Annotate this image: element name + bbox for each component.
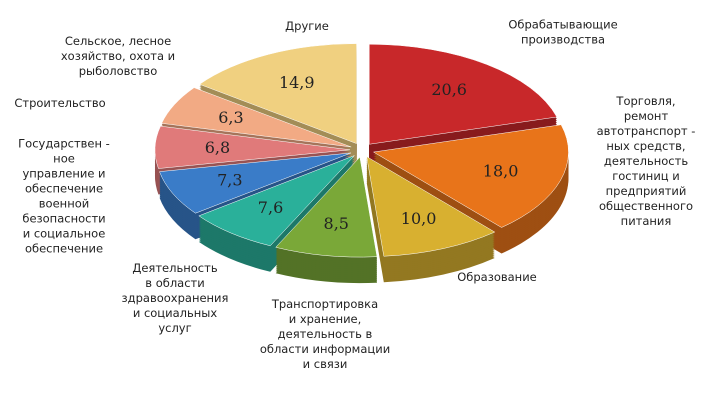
slice [199, 43, 357, 144]
value-label: 6,3 [218, 108, 243, 127]
category-label: Другие [285, 19, 329, 33]
category-label: Образование [457, 270, 537, 284]
slice [366, 156, 496, 257]
slice [159, 152, 352, 214]
value-label: 7,6 [258, 198, 283, 217]
category-label: Обрабатывающие производства [508, 18, 617, 47]
value-label: 14,9 [279, 73, 315, 92]
slice [275, 156, 378, 258]
value-label: 6,8 [205, 138, 230, 157]
slice [198, 155, 355, 247]
category-label: Строительство [14, 96, 105, 110]
slice [368, 44, 558, 145]
category-label: Торговля, ремонт автотранспорт -ных средст… [597, 94, 696, 228]
category-label: Деятельность в области здравоохранения и со… [122, 261, 229, 335]
value-label: 20,6 [431, 80, 467, 99]
value-label: 10,0 [401, 209, 437, 228]
value-label: 7,3 [217, 171, 242, 190]
category-label: Транспортировка и хранение, деятельность в… [260, 297, 390, 371]
value-label: 18,0 [483, 161, 519, 180]
category-label: Государствен -ное управление и обеспечение… [18, 137, 110, 256]
slice [154, 125, 351, 169]
slice [161, 87, 352, 148]
category-label: Сельское, лесное хозяйство, охота и рыболо… [61, 34, 175, 78]
value-label: 8,5 [324, 214, 349, 233]
slice [372, 124, 569, 228]
